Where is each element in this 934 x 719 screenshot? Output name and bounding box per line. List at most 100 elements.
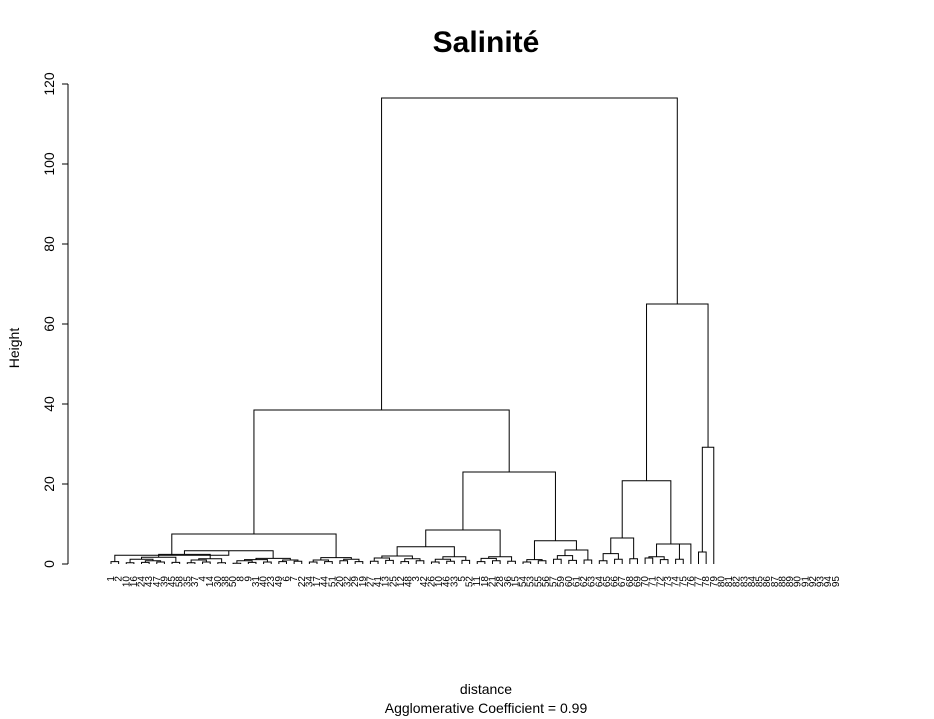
dendrogram-merge <box>659 559 669 564</box>
leaf-label: 80 <box>716 576 727 588</box>
y-axis: 0 20 40 60 80 100 120 <box>41 72 69 568</box>
leaf-label: 59 <box>556 576 567 588</box>
leaf-label: 49 <box>274 576 285 588</box>
dendrogram-merge <box>646 303 709 481</box>
dendrogram-merge <box>492 560 501 564</box>
leaf-label: 47 <box>152 576 163 588</box>
leaf-label: 32 <box>343 576 354 588</box>
leaf-label: 18 <box>480 576 491 588</box>
y-tick-label: 20 <box>41 476 57 492</box>
dendrogram-merge <box>293 560 303 564</box>
dendrogram-merge <box>381 97 678 410</box>
dendrogram-merge <box>553 558 562 564</box>
dendrogram-merge <box>537 560 547 564</box>
dendrogram-merge <box>354 561 364 564</box>
leaf-label: 19 <box>358 576 369 588</box>
leaf-label: 52 <box>465 576 476 588</box>
dendrogram-merge <box>263 561 272 564</box>
coefficient-value: 0.99 <box>560 700 587 716</box>
leaf-label: 35 <box>182 576 193 588</box>
leaf-label: 61 <box>571 576 582 588</box>
dendrogram-tree <box>110 97 715 564</box>
leaf-label: 4 <box>198 576 209 582</box>
leaf-label: 6 <box>281 576 292 582</box>
dendrogram-merge <box>339 560 349 564</box>
leaf-label: 10 <box>434 576 445 588</box>
dendrogram-merge <box>522 561 532 564</box>
dendrogram-merge <box>217 562 226 564</box>
chart-title: Salinité <box>433 26 540 59</box>
leaf-label: 37 <box>190 576 201 588</box>
leaf-label: 21 <box>488 576 499 588</box>
leaf-label: 91 <box>800 576 811 588</box>
leaf-label: 71 <box>648 576 659 588</box>
x-axis-label: distance <box>460 681 512 697</box>
leaf-label: 82 <box>732 576 743 588</box>
leaf-label: 64 <box>594 576 605 588</box>
dendrogram-merge <box>247 561 257 564</box>
leaf-label: 94 <box>823 576 834 588</box>
dendrogram-merge <box>610 537 635 559</box>
y-tick-label: 40 <box>41 396 57 412</box>
leaf-label: 87 <box>770 576 781 588</box>
leaf-label: 63 <box>587 576 598 588</box>
dendrogram-merge <box>568 559 577 564</box>
leaf-label: 48 <box>404 576 415 588</box>
leaf-label: 93 <box>816 576 827 588</box>
leaf-label: 45 <box>167 576 178 588</box>
leaf-label: 75 <box>678 576 689 588</box>
leaf-label: 73 <box>663 576 674 588</box>
leaf-label: 11 <box>472 576 483 587</box>
leaf-label: 69 <box>632 576 643 588</box>
leaf-label: 24 <box>137 576 148 588</box>
dendrogram-merge <box>629 558 638 564</box>
dendrogram-merge <box>171 561 181 564</box>
agglomerative-coefficient-label: Agglomerative Coefficient = 0.99 <box>385 700 588 716</box>
leaf-label: 33 <box>449 576 460 588</box>
y-tick-label: 0 <box>41 560 57 568</box>
leaf-label: 9 <box>243 576 254 582</box>
leaf-label: 55 <box>533 576 544 588</box>
dendrogram-merge <box>442 556 467 561</box>
leaf-label: 14 <box>205 576 216 588</box>
leaf-label: 13 <box>381 576 392 588</box>
y-tick-label: 80 <box>41 236 57 252</box>
leaf-label: 72 <box>655 576 666 588</box>
coefficient-prefix: Agglomerative Coefficient = <box>385 700 560 716</box>
leaf-label: 39 <box>159 576 170 588</box>
leaf-label: 31 <box>251 576 262 588</box>
leaf-label: 8 <box>236 576 247 582</box>
leaf-label: 15 <box>510 576 521 588</box>
leaf-label: 67 <box>617 576 628 588</box>
leaf-label: 42 <box>419 576 430 588</box>
dendrogram-merge <box>415 560 425 564</box>
dendrogram-merge <box>598 560 608 564</box>
leaf-label: 50 <box>228 576 239 588</box>
leaf-label: 7 <box>289 576 300 582</box>
leaf-label: 23 <box>266 576 277 588</box>
leaf-label: 95 <box>831 576 842 588</box>
leaf-label: 70 <box>640 576 651 588</box>
leaf-label: 17 <box>312 576 323 588</box>
dendrogram-merge <box>110 561 120 564</box>
leaf-label: 25 <box>388 576 399 588</box>
leaf-label: 16 <box>129 576 140 588</box>
leaf-label: 86 <box>762 576 773 588</box>
leaf-label: 34 <box>304 576 315 588</box>
leaf-label: 90 <box>793 576 804 588</box>
dendrogram-merge <box>324 561 333 564</box>
leaf-label: 51 <box>327 576 338 588</box>
leaf-label: 10 <box>121 576 132 588</box>
dendrogram-merge <box>507 560 516 564</box>
dendrogram-merge <box>678 543 692 564</box>
leaf-label: 74 <box>671 576 682 588</box>
leaf-label: 38 <box>220 576 231 588</box>
leaf-label: 46 <box>442 576 453 588</box>
dendrogram-merge <box>232 562 242 564</box>
leaf-label: 89 <box>785 576 796 588</box>
leaf-label: 78 <box>701 576 712 588</box>
leaf-label: 22 <box>297 576 308 588</box>
leaf-label: 77 <box>694 576 705 588</box>
leaf-label: 36 <box>503 576 514 588</box>
